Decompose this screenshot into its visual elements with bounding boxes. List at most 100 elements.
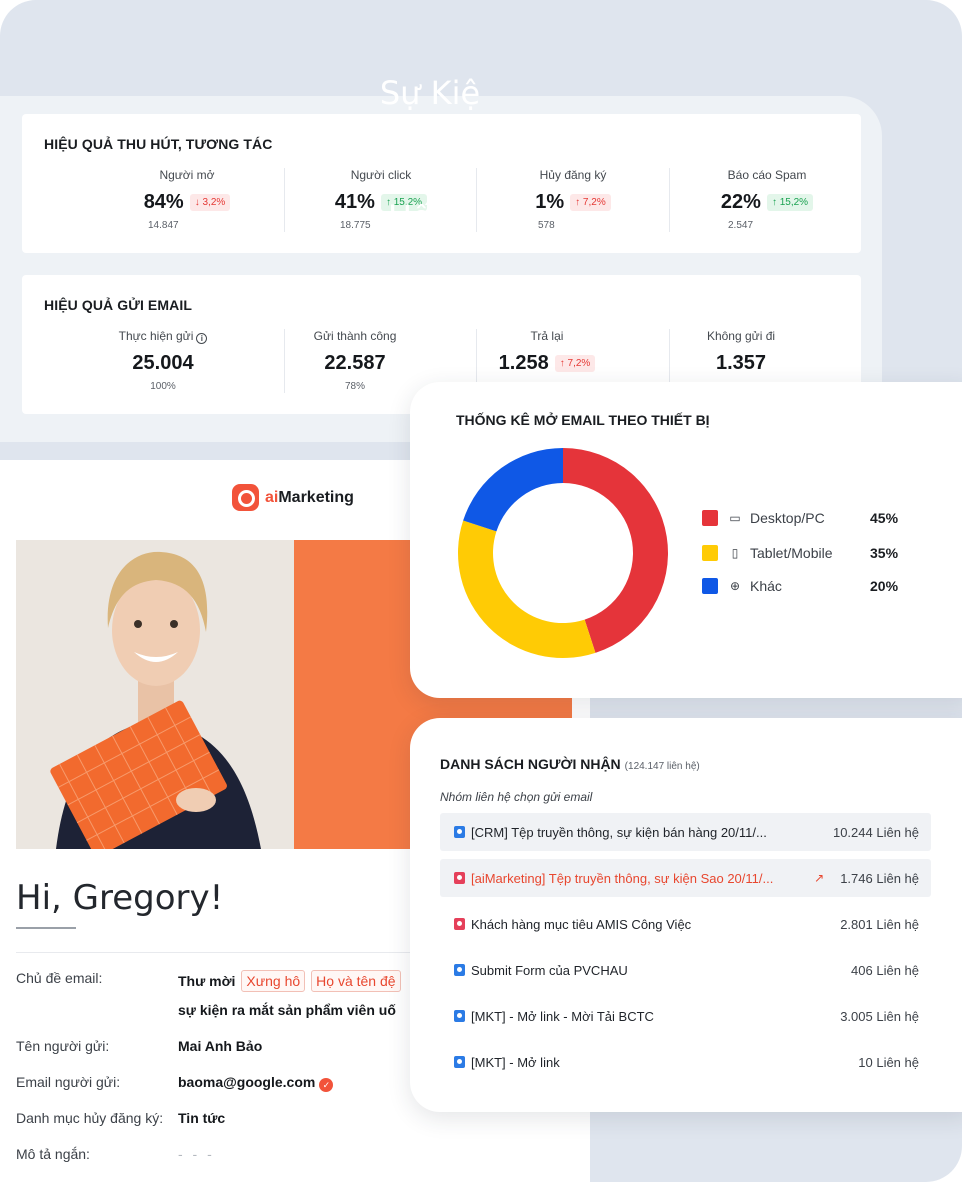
recipient-count: 3.005 Liên hệ xyxy=(840,1008,919,1024)
recipient-count: 2.801 Liên hệ xyxy=(840,916,919,932)
donut-slice-desktop-pc xyxy=(563,448,668,653)
recipient-row[interactable]: [aiMarketing] Tệp truyền thông, sự kiện … xyxy=(440,859,931,897)
recipient-row[interactable]: Submit Form của PVCHAU 406 Liên hệ xyxy=(440,951,931,989)
greeting-underline xyxy=(16,927,76,929)
divider xyxy=(669,329,670,393)
metric-count: 2.547 xyxy=(728,220,754,231)
recipient-count: 1.746 Liên hệ xyxy=(840,870,919,886)
divider xyxy=(284,168,285,232)
description-value: - - - xyxy=(178,1146,215,1162)
recipient-name[interactable]: [aiMarketing] Tệp truyền thông, sự kiện … xyxy=(471,870,774,886)
divider xyxy=(16,952,588,953)
metric-label: Thực hiện gửi xyxy=(118,329,194,343)
donut-slice-tablet-mobile xyxy=(458,520,596,658)
metric-label: Trả lại xyxy=(530,329,564,343)
legend-value: 45% xyxy=(870,510,899,526)
divider xyxy=(284,329,285,393)
globe-icon: ⊕ xyxy=(729,579,741,593)
legend-item: ⊕ Khác 20% xyxy=(702,576,898,596)
recipients-title-text: DANH SÁCH NGƯỜI NHẬN xyxy=(440,756,621,772)
recipient-row[interactable]: [CRM] Tệp truyền thông, sự kiện bán hàng… xyxy=(440,813,931,851)
contact-group-icon xyxy=(454,918,465,930)
metric-value: 1.258 xyxy=(498,351,549,374)
recipient-name: Khách hàng mục tiêu AMIS Công Việc xyxy=(471,916,692,932)
metric-not-sent: Không gửi đi 1.357 xyxy=(646,329,836,377)
metric-unsubscribe: Hủy đăng ký 1% ↑ 7,2% 578 xyxy=(478,168,668,231)
recipient-name: [MKT] - Mở link xyxy=(471,1054,560,1070)
recipients-title: DANH SÁCH NGƯỜI NHẬN (124.147 liên hệ) xyxy=(440,756,700,772)
subject-value: Thư mời Xưng hô Họ và tên đệ xyxy=(178,970,401,992)
unsubscribe-value: Tin tức xyxy=(178,1110,226,1126)
recipient-name: [MKT] - Mở link - Mời Tải BCTC xyxy=(471,1008,654,1024)
legend-label: Tablet/Mobile xyxy=(750,545,833,561)
change-badge: ↑ 7,2% xyxy=(570,193,611,211)
recipient-row[interactable]: Khách hàng mục tiêu AMIS Công Việc 2.801… xyxy=(440,905,931,943)
metric-value: 25.004 xyxy=(132,351,194,374)
metric-spam: Báo cáo Spam 22% ↑ 15,2% 2.547 xyxy=(672,168,862,231)
metric-label: Người click xyxy=(350,168,412,182)
legend-value: 20% xyxy=(870,578,899,594)
recipients-card: DANH SÁCH NGƯỜI NHẬN (124.147 liên hệ) Nh… xyxy=(410,718,962,1112)
legend-swatch xyxy=(702,578,718,594)
metric-value: 22.587 xyxy=(324,351,386,374)
subject-label: Chủ đề email: xyxy=(16,970,103,986)
hero-photo xyxy=(16,540,294,849)
contact-group-icon xyxy=(454,964,465,976)
metric-value: 1.357 xyxy=(715,351,767,374)
metric-percent: 78% xyxy=(344,381,365,392)
personalization-tag[interactable]: Xưng hô xyxy=(241,970,306,992)
metric-count: 18.775 xyxy=(340,220,371,231)
metric-label: Người mở xyxy=(159,168,215,182)
legend-label: Desktop/PC xyxy=(750,510,825,526)
external-link-icon[interactable]: ↗ xyxy=(814,871,825,885)
personalization-tag[interactable]: Họ và tên đệ xyxy=(311,970,401,992)
metric-opens: Người mở 84% ↓ 3,2% 14.847 xyxy=(92,168,282,231)
hero-banner xyxy=(16,540,572,849)
recipient-row[interactable]: [MKT] - Mở link - Mời Tải BCTC 3.005 Liê… xyxy=(440,997,931,1035)
recipient-name: Submit Form của PVCHAU xyxy=(471,962,628,978)
metric-value: 22% xyxy=(720,190,761,213)
metric-bounced: Trả lại 1.258 ↑ 7,2% xyxy=(452,329,642,377)
legend-value: 35% xyxy=(870,545,899,561)
divider xyxy=(669,168,670,232)
device-chart-card: THỐNG KÊ MỞ EMAIL THEO THIẾT BỊ ▭ Desktop… xyxy=(410,382,962,698)
recipient-count: 10.244 Liên hệ xyxy=(832,824,919,840)
legend-swatch xyxy=(702,510,718,526)
logo-name: Marketing xyxy=(278,488,354,506)
description-label: Mô tả ngắn: xyxy=(16,1146,90,1162)
legend-label: Khác xyxy=(750,578,782,594)
metric-value: 1% xyxy=(535,190,565,213)
recipient-count: 406 Liên hệ xyxy=(851,962,919,978)
recipients-subtitle: Nhóm liên hệ chọn gửi email xyxy=(440,790,593,804)
chart-title: THỐNG KÊ MỞ EMAIL THEO THIẾT BỊ xyxy=(456,412,710,428)
engagement-title: HIỆU QUẢ THU HÚT, TƯƠNG TÁC xyxy=(44,136,273,152)
legend-item: ▭ Desktop/PC 45% xyxy=(702,508,898,528)
contact-group-icon xyxy=(454,1010,465,1022)
recipients-total: (124.147 liên hệ) xyxy=(624,761,700,772)
donut-chart xyxy=(458,448,668,658)
mobile-icon: ▯ xyxy=(731,546,739,560)
logo-icon xyxy=(232,484,259,511)
subject-line-2: sự kiện ra mắt sản phẩm viên uố xyxy=(178,1002,396,1018)
metric-count: 14.847 xyxy=(148,220,179,231)
recipient-row[interactable]: [MKT] - Mở link 10 Liên hệ xyxy=(440,1043,931,1081)
change-badge: ↑ 7,2% xyxy=(554,354,596,372)
unsubscribe-label: Danh mục hủy đăng ký: xyxy=(16,1110,164,1126)
sender-email-label: Email người gửi: xyxy=(16,1074,121,1090)
woman-portrait-image xyxy=(16,540,294,849)
metric-value: 84% xyxy=(143,190,184,213)
legend-swatch xyxy=(702,545,718,561)
subject-prefix: Thư mời xyxy=(178,973,236,989)
divider xyxy=(476,329,477,393)
metric-label: Gửi thành công xyxy=(313,329,397,343)
sender-value: Mai Anh Bảo xyxy=(178,1038,263,1054)
metric-count: 578 xyxy=(538,220,555,231)
logo: aiMarketing xyxy=(232,484,354,511)
logo-prefix: ai xyxy=(265,488,279,506)
metric-label: Không gửi đi xyxy=(706,329,776,343)
metric-label: Hủy đăng ký xyxy=(539,168,607,182)
metric-value: 41% xyxy=(334,190,375,213)
info-icon[interactable]: i xyxy=(196,333,208,344)
engagement-card: HIỆU QUẢ THU HÚT, TƯƠNG TÁC Người mở 84%… xyxy=(22,114,861,253)
metric-label: Báo cáo Spam xyxy=(727,168,807,182)
